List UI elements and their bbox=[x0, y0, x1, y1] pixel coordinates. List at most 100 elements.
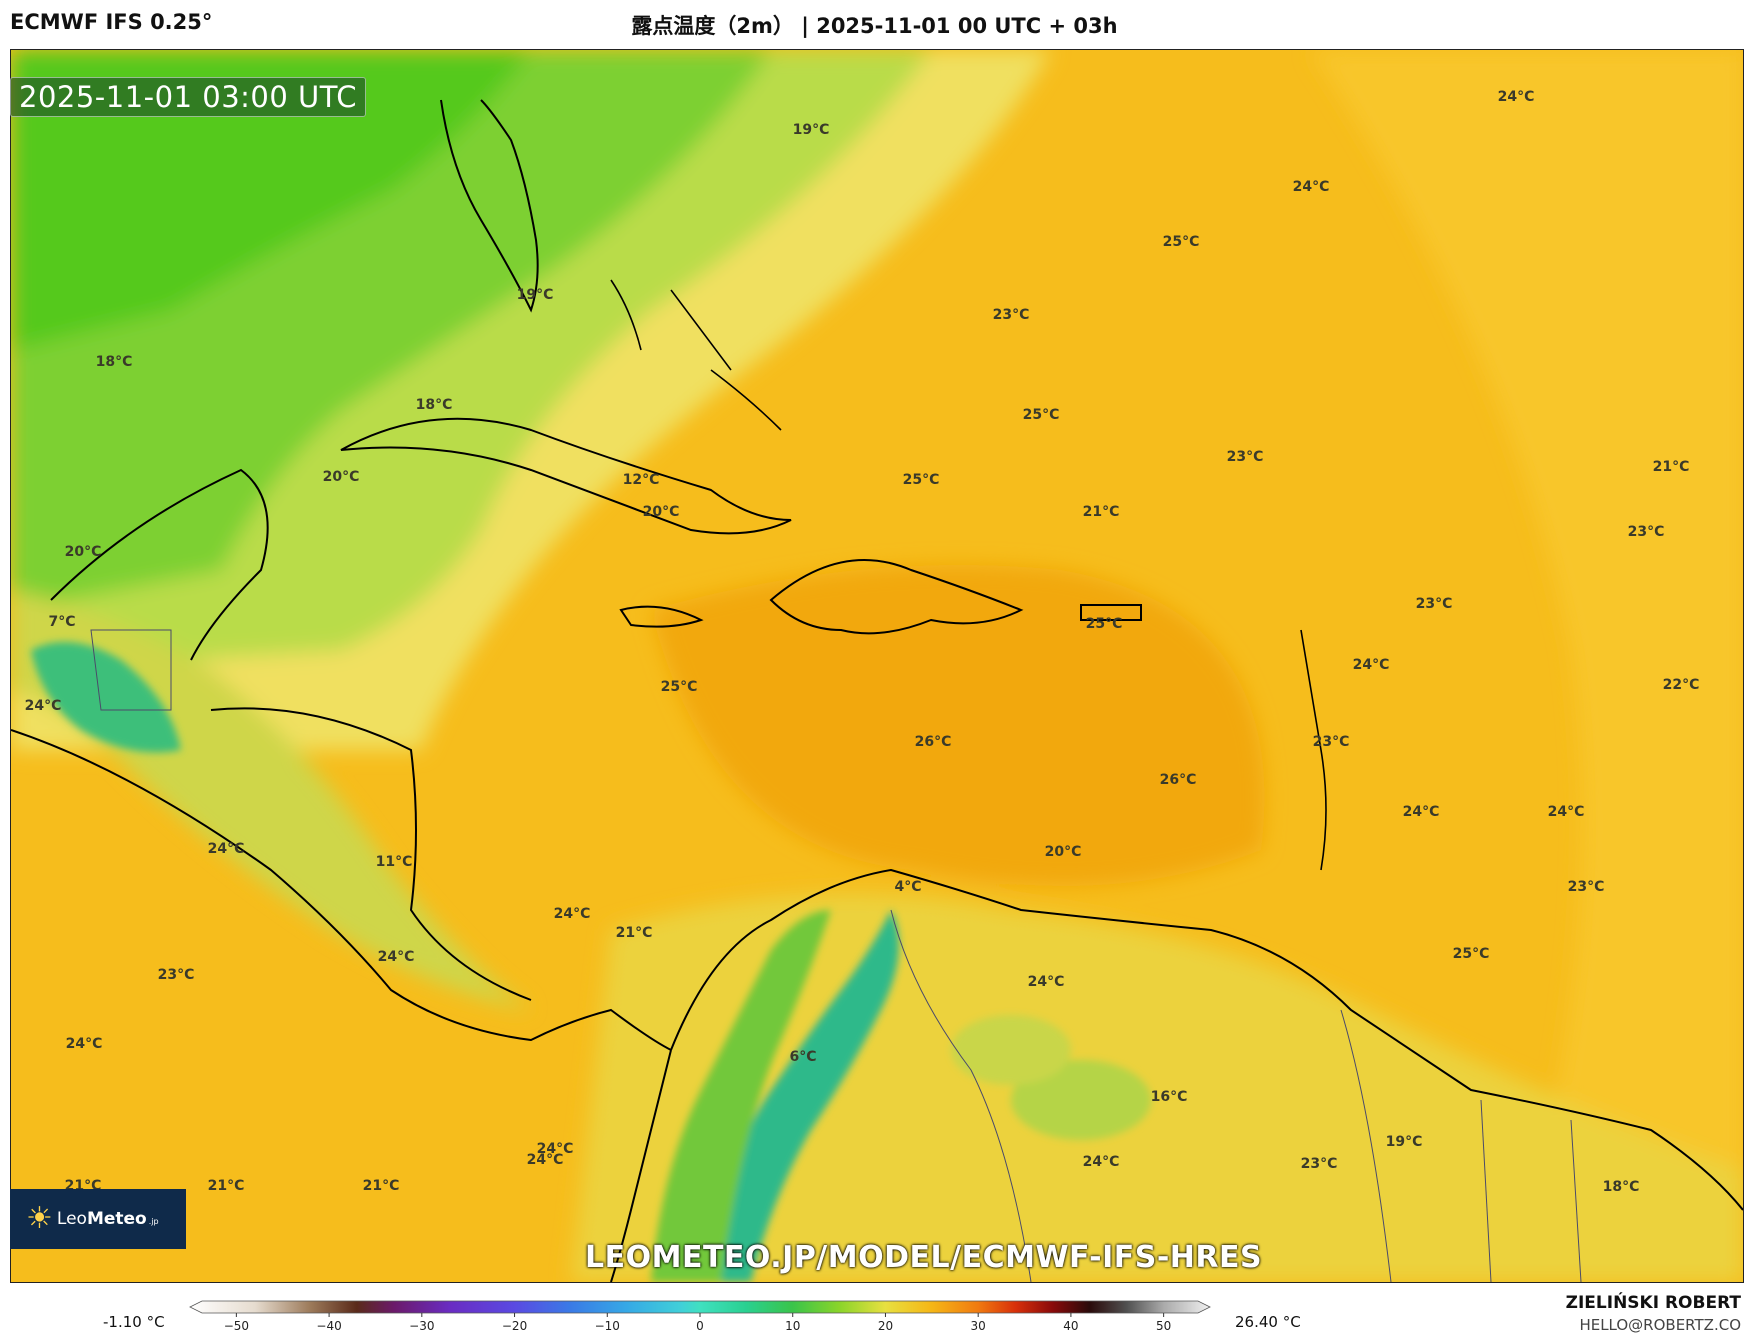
colorbar-tick-label: −20 bbox=[502, 1319, 527, 1333]
temperature-label: 25°C bbox=[903, 472, 940, 488]
colorbar-tick-label: 30 bbox=[971, 1319, 986, 1333]
coast-south-america bbox=[670, 868, 1743, 1211]
map-canvas: 19°C24°C24°C25°C19°C23°C18°C18°C25°C20°C… bbox=[11, 50, 1743, 1282]
temperature-label: 24°C bbox=[1028, 974, 1065, 990]
temperature-label: 25°C bbox=[1086, 616, 1123, 632]
temperature-label: 24°C bbox=[1403, 804, 1440, 820]
coast-yucatan bbox=[50, 468, 269, 661]
temperature-label: 21°C bbox=[1653, 459, 1690, 475]
temperature-label: 23°C bbox=[1568, 879, 1605, 895]
border-colombia-venezuela bbox=[890, 909, 1032, 1282]
field-guiana-green bbox=[1011, 1060, 1151, 1140]
temperature-label: 19°C bbox=[517, 287, 554, 303]
coast-bahamas-2 bbox=[670, 289, 732, 371]
temperature-label: 22°C bbox=[1663, 677, 1700, 693]
leometeo-logo: ☀ LeoMeteo .jp bbox=[10, 1189, 186, 1249]
author-credit: ZIELIŃSKI ROBERT bbox=[1565, 1293, 1741, 1313]
temperature-label: 16°C bbox=[1151, 1089, 1188, 1105]
coast-lesser-antilles bbox=[1300, 629, 1327, 871]
coast-central-america-carib bbox=[210, 707, 532, 1001]
temperature-label: 25°C bbox=[1023, 407, 1060, 423]
temperature-label: 19°C bbox=[1386, 1134, 1423, 1150]
temperature-label: 25°C bbox=[661, 679, 698, 695]
temperature-label: 24°C bbox=[208, 841, 245, 857]
sun-logo-icon: ☀ bbox=[26, 1201, 53, 1236]
product-title: 露点温度（2m） | 2025-11-01 00 UTC + 03h bbox=[631, 14, 1118, 38]
border-mexico-guatemala bbox=[90, 629, 172, 711]
field-guatemala-teal bbox=[31, 642, 181, 753]
colorbar-tick-label: 0 bbox=[696, 1319, 704, 1333]
colorbar: −50 −40 −30 −20 −10 0 10 20 30 40 50 bbox=[189, 1300, 1211, 1333]
coast-puerto-rico bbox=[1080, 604, 1142, 621]
field-andes-teal bbox=[701, 910, 899, 1282]
temperature-label: 7°C bbox=[48, 614, 75, 630]
temperature-label: 21°C bbox=[208, 1178, 245, 1194]
coast-bahamas-1 bbox=[610, 279, 642, 351]
temperature-label: 18°C bbox=[1603, 1179, 1640, 1195]
temperature-label: 18°C bbox=[416, 397, 453, 413]
temperature-label: 4°C bbox=[894, 879, 921, 895]
colorbar-tick-label: 50 bbox=[1156, 1319, 1171, 1333]
temperature-label: 19°C bbox=[793, 122, 830, 138]
temperature-label: 24°C bbox=[527, 1152, 564, 1168]
colorbar-tick-label: −40 bbox=[316, 1319, 341, 1333]
colorbar-tick-label: 40 bbox=[1063, 1319, 1078, 1333]
temperature-label: 23°C bbox=[1416, 596, 1453, 612]
temperature-label: 24°C bbox=[554, 906, 591, 922]
logo-text: LeoMeteo .jp bbox=[56, 1209, 159, 1229]
temperature-label: 20°C bbox=[1045, 844, 1082, 860]
temperature-label: 11°C bbox=[376, 854, 413, 870]
colorbar-tick-label: −10 bbox=[595, 1319, 620, 1333]
colorbar-gradient bbox=[189, 1300, 1211, 1314]
legend-max-value: 26.40 °C bbox=[1235, 1313, 1301, 1331]
coast-hispaniola bbox=[769, 559, 1024, 635]
author-email: HELLO@ROBERTZ.CO bbox=[1579, 1316, 1741, 1334]
temperature-label: 12°C bbox=[623, 472, 660, 488]
coast-central-america bbox=[11, 729, 672, 1051]
temperature-label: 24°C bbox=[1498, 89, 1535, 105]
temperature-label: 21°C bbox=[616, 925, 653, 941]
temperature-label: 24°C bbox=[66, 1036, 103, 1052]
temperature-label: 20°C bbox=[65, 544, 102, 560]
temperature-label: 24°C bbox=[1293, 179, 1330, 195]
coast-bahamas-3 bbox=[710, 369, 782, 431]
temperature-label: 24°C bbox=[1548, 804, 1585, 820]
temperature-label: 23°C bbox=[993, 307, 1030, 323]
temperature-label: 20°C bbox=[323, 469, 360, 485]
field-bright-green bbox=[11, 50, 531, 350]
source-url-watermark: LEOMETEO.JP/MODEL/ECMWF-IFS-HRES bbox=[585, 1240, 1263, 1275]
legend-min-value: -1.10 °C bbox=[103, 1313, 165, 1331]
temperature-label: 24°C bbox=[1353, 657, 1390, 673]
colorbar-tick-label: 20 bbox=[878, 1319, 893, 1333]
temperature-label: 24°C bbox=[25, 698, 62, 714]
temperature-label: 18°C bbox=[96, 354, 133, 370]
temperature-label: 25°C bbox=[1163, 234, 1200, 250]
model-title: ECMWF IFS 0.25° bbox=[10, 10, 213, 34]
temperature-label: 23°C bbox=[158, 967, 195, 983]
colorbar-tick-label: −50 bbox=[224, 1319, 249, 1333]
coast-cuba bbox=[340, 417, 792, 535]
temperature-label: 24°C bbox=[1083, 1154, 1120, 1170]
temperature-label: 6°C bbox=[789, 1049, 816, 1065]
colorbar-tick-label: 10 bbox=[785, 1319, 800, 1333]
temperature-label: 23°C bbox=[1301, 1156, 1338, 1172]
colorbar-tick-label: −30 bbox=[409, 1319, 434, 1333]
field-andes-green bbox=[651, 910, 831, 1282]
temperature-label: 23°C bbox=[1313, 734, 1350, 750]
temperature-label: 21°C bbox=[363, 1178, 400, 1194]
temperature-label: 24°C bbox=[537, 1141, 574, 1157]
field-caribbean-core bbox=[651, 565, 1265, 886]
temperature-label: 25°C bbox=[1453, 946, 1490, 962]
valid-time-badge: 2025-11-01 03:00 UTC bbox=[10, 77, 367, 117]
temperature-label: 23°C bbox=[1227, 449, 1264, 465]
border-suriname-guiana bbox=[1570, 1119, 1582, 1282]
dewpoint-map[interactable]: 19°C 24°C 24°C 25°C 19°C 23°C 18°C 18°C 25°C 20°C… bbox=[10, 49, 1744, 1283]
field-colombia-plain bbox=[951, 1015, 1071, 1085]
coast-jamaica bbox=[619, 605, 704, 628]
temperature-label: 24°C bbox=[378, 949, 415, 965]
coast-pacific-sa bbox=[610, 1049, 672, 1282]
temperature-label: 21°C bbox=[1083, 504, 1120, 520]
temperature-label: 23°C bbox=[1628, 524, 1665, 540]
temperature-label: 20°C bbox=[643, 504, 680, 520]
temperature-label: 26°C bbox=[1160, 772, 1197, 788]
